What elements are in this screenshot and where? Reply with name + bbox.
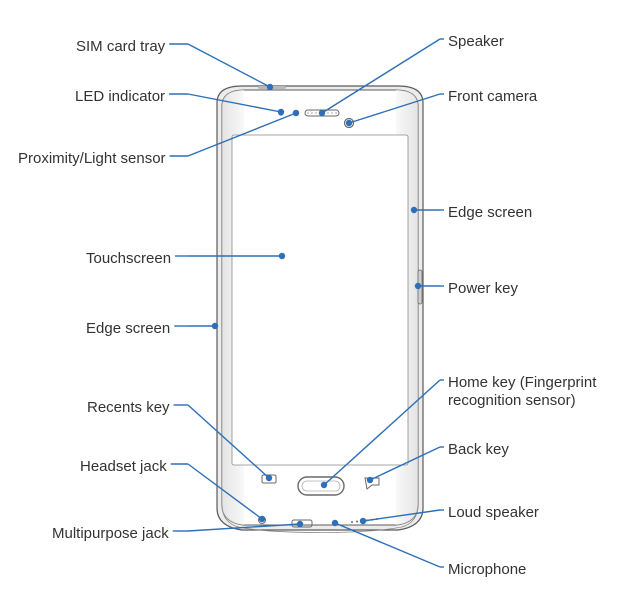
- label-microphone: Microphone: [448, 561, 526, 579]
- label-led-indicator: LED indicator: [75, 88, 165, 106]
- label-loud-speaker: Loud speaker: [448, 504, 539, 522]
- leader-dot-front-camera: [346, 120, 352, 126]
- leader-dot-microphone: [332, 520, 338, 526]
- leader-dot-headset-jack: [259, 516, 265, 522]
- leader-dot-home-key: [321, 482, 327, 488]
- label-speaker: Speaker: [448, 33, 504, 51]
- label-home-key: Home key (Fingerprint recognition sensor…: [448, 374, 596, 410]
- leader-dot-sim-card-tray: [267, 84, 273, 90]
- label-proximity-sensor: Proximity/Light sensor: [18, 150, 166, 168]
- leader-dot-led-indicator: [278, 109, 284, 115]
- label-multipurpose-jack: Multipurpose jack: [52, 525, 169, 543]
- leader-dot-multipurpose-jack: [297, 521, 303, 527]
- label-front-camera: Front camera: [448, 88, 537, 106]
- leader-dot-edge-screen-left: [212, 323, 218, 329]
- label-back-key: Back key: [448, 441, 509, 459]
- label-headset-jack: Headset jack: [80, 458, 167, 476]
- leader-dot-edge-screen-right: [411, 207, 417, 213]
- leader-dot-proximity-sensor: [293, 110, 299, 116]
- leader-dot-back-key: [367, 477, 373, 483]
- leader-dot-power-key: [415, 283, 421, 289]
- label-edge-screen-right: Edge screen: [448, 204, 532, 222]
- label-recents-key: Recents key: [87, 399, 170, 417]
- label-sim-card-tray: SIM card tray: [76, 38, 165, 56]
- label-edge-screen-left: Edge screen: [86, 320, 170, 338]
- phone-body: [217, 86, 423, 533]
- leader-dot-speaker: [319, 110, 325, 116]
- leader-dot-touchscreen: [279, 253, 285, 259]
- label-touchscreen: Touchscreen: [86, 250, 171, 268]
- leader-dot-recents-key: [266, 475, 272, 481]
- leader-line-sim-card-tray: [188, 44, 270, 87]
- leader-dot-loud-speaker: [360, 518, 366, 524]
- label-power-key: Power key: [448, 280, 518, 298]
